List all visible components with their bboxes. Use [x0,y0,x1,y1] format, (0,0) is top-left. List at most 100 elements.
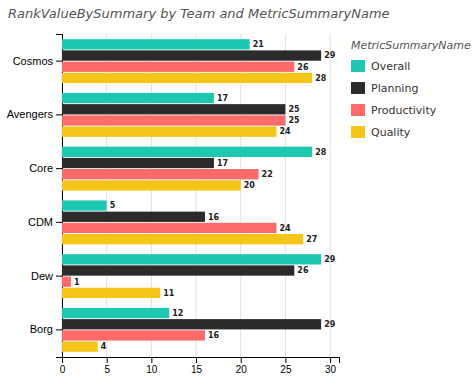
legend-item: Planning [351,82,418,95]
y-tick-mark [56,168,62,169]
x-tick-label: 15 [191,364,203,375]
data-label: 4 [101,342,107,351]
bar [62,73,312,83]
y-tick: CDM [28,216,62,228]
data-label: 26 [297,63,309,72]
data-label: 11 [163,289,175,298]
bar [62,115,285,125]
data-label: 1 [74,278,80,287]
x-tick-label: 5 [104,364,110,375]
y-axis: Cosmos Avengers Core CDM Dew Borg [7,35,63,358]
data-label: 16 [208,331,220,340]
data-label: 21 [253,40,265,49]
data-label: 28 [315,148,327,157]
y-tick-mark [56,222,62,223]
y-axis-line [56,35,63,358]
data-label: 17 [217,94,228,103]
x-axis: 0 5 10 15 20 25 30 [60,357,340,375]
data-label: 22 [262,170,273,179]
data-label: 29 [324,51,336,60]
legend-label: Planning [371,82,418,95]
data-label: 25 [288,105,300,114]
chart-container: 051015202530CosmosAvengersCoreCDMDewBorg… [0,0,474,385]
bar [62,308,169,318]
data-label: 24 [279,224,291,233]
bar [62,104,285,114]
bar [62,158,214,168]
y-tick-label: Dew [31,270,53,282]
data-label: 24 [279,127,291,136]
bar [62,62,294,72]
data-labels: 2117285291229251716262926252224116282420… [74,40,336,351]
bar [62,234,303,244]
x-tick-mark [107,357,108,363]
legend-title: MetricSummaryName [351,39,471,52]
x-tick-mark [330,357,331,363]
y-tick: Core [29,162,62,174]
legend-swatch [351,126,365,138]
legend-swatch [351,104,365,116]
x-tick: 10 [146,357,158,375]
bar [62,39,250,49]
data-label: 17 [217,159,228,168]
x-axis-line [63,358,340,364]
x-tick-label: 0 [60,364,66,375]
x-tick-mark [196,357,197,363]
bar [62,127,276,137]
chart-svg: 051015202530CosmosAvengersCoreCDMDewBorg… [0,0,474,385]
bar [62,147,312,157]
y-tick: Cosmos [13,55,62,67]
legend-label: Productivity [371,104,437,117]
bar [62,254,321,264]
bar [62,277,71,287]
y-tick-label: Avengers [7,108,54,120]
data-label: 28 [315,74,327,83]
x-tick-label: 20 [236,364,248,375]
legend-label: Overall [371,60,410,73]
bar [62,319,321,329]
y-tick-label: Borg [30,323,53,335]
data-label: 16 [208,213,220,222]
x-tick-label: 10 [146,364,158,375]
y-tick-mark [56,114,62,115]
y-tick-mark [56,329,62,330]
y-tick-label: CDM [28,216,53,228]
bars [62,39,321,352]
data-label: 29 [324,320,336,329]
data-label: 26 [297,266,309,275]
legend-item: Productivity [351,104,437,117]
bar [62,288,160,298]
x-tick: 15 [191,357,203,375]
bar [62,200,107,210]
grid [62,34,330,357]
legend: MetricSummaryName Overall Planning Producti… [351,39,471,139]
y-tick: Dew [31,270,62,282]
grid-line [330,34,331,357]
data-label: 20 [244,181,256,190]
x-tick: 0 [60,357,66,375]
x-tick: 20 [236,357,248,375]
x-tick-mark [241,357,242,363]
x-tick-mark [151,357,152,363]
x-tick: 30 [325,357,337,375]
bar [62,330,205,340]
data-label: 5 [110,201,116,210]
legend-item: Overall [351,60,410,73]
bar [62,265,294,275]
bar [62,342,98,352]
legend-item: Quality [351,126,411,139]
bar [62,180,241,190]
bar [62,50,321,60]
data-label: 29 [324,255,336,264]
y-tick-label: Cosmos [13,55,54,67]
data-label: 27 [306,235,317,244]
x-tick-label: 25 [280,364,292,375]
y-tick-label: Core [29,162,53,174]
data-label: 25 [288,116,300,125]
bar [62,93,214,103]
chart-title: RankValueBySummary by Team and MetricSum… [8,6,390,21]
legend-label: Quality [371,126,411,139]
legend-swatch [351,60,365,72]
x-tick: 5 [104,357,110,375]
bar [62,212,205,222]
